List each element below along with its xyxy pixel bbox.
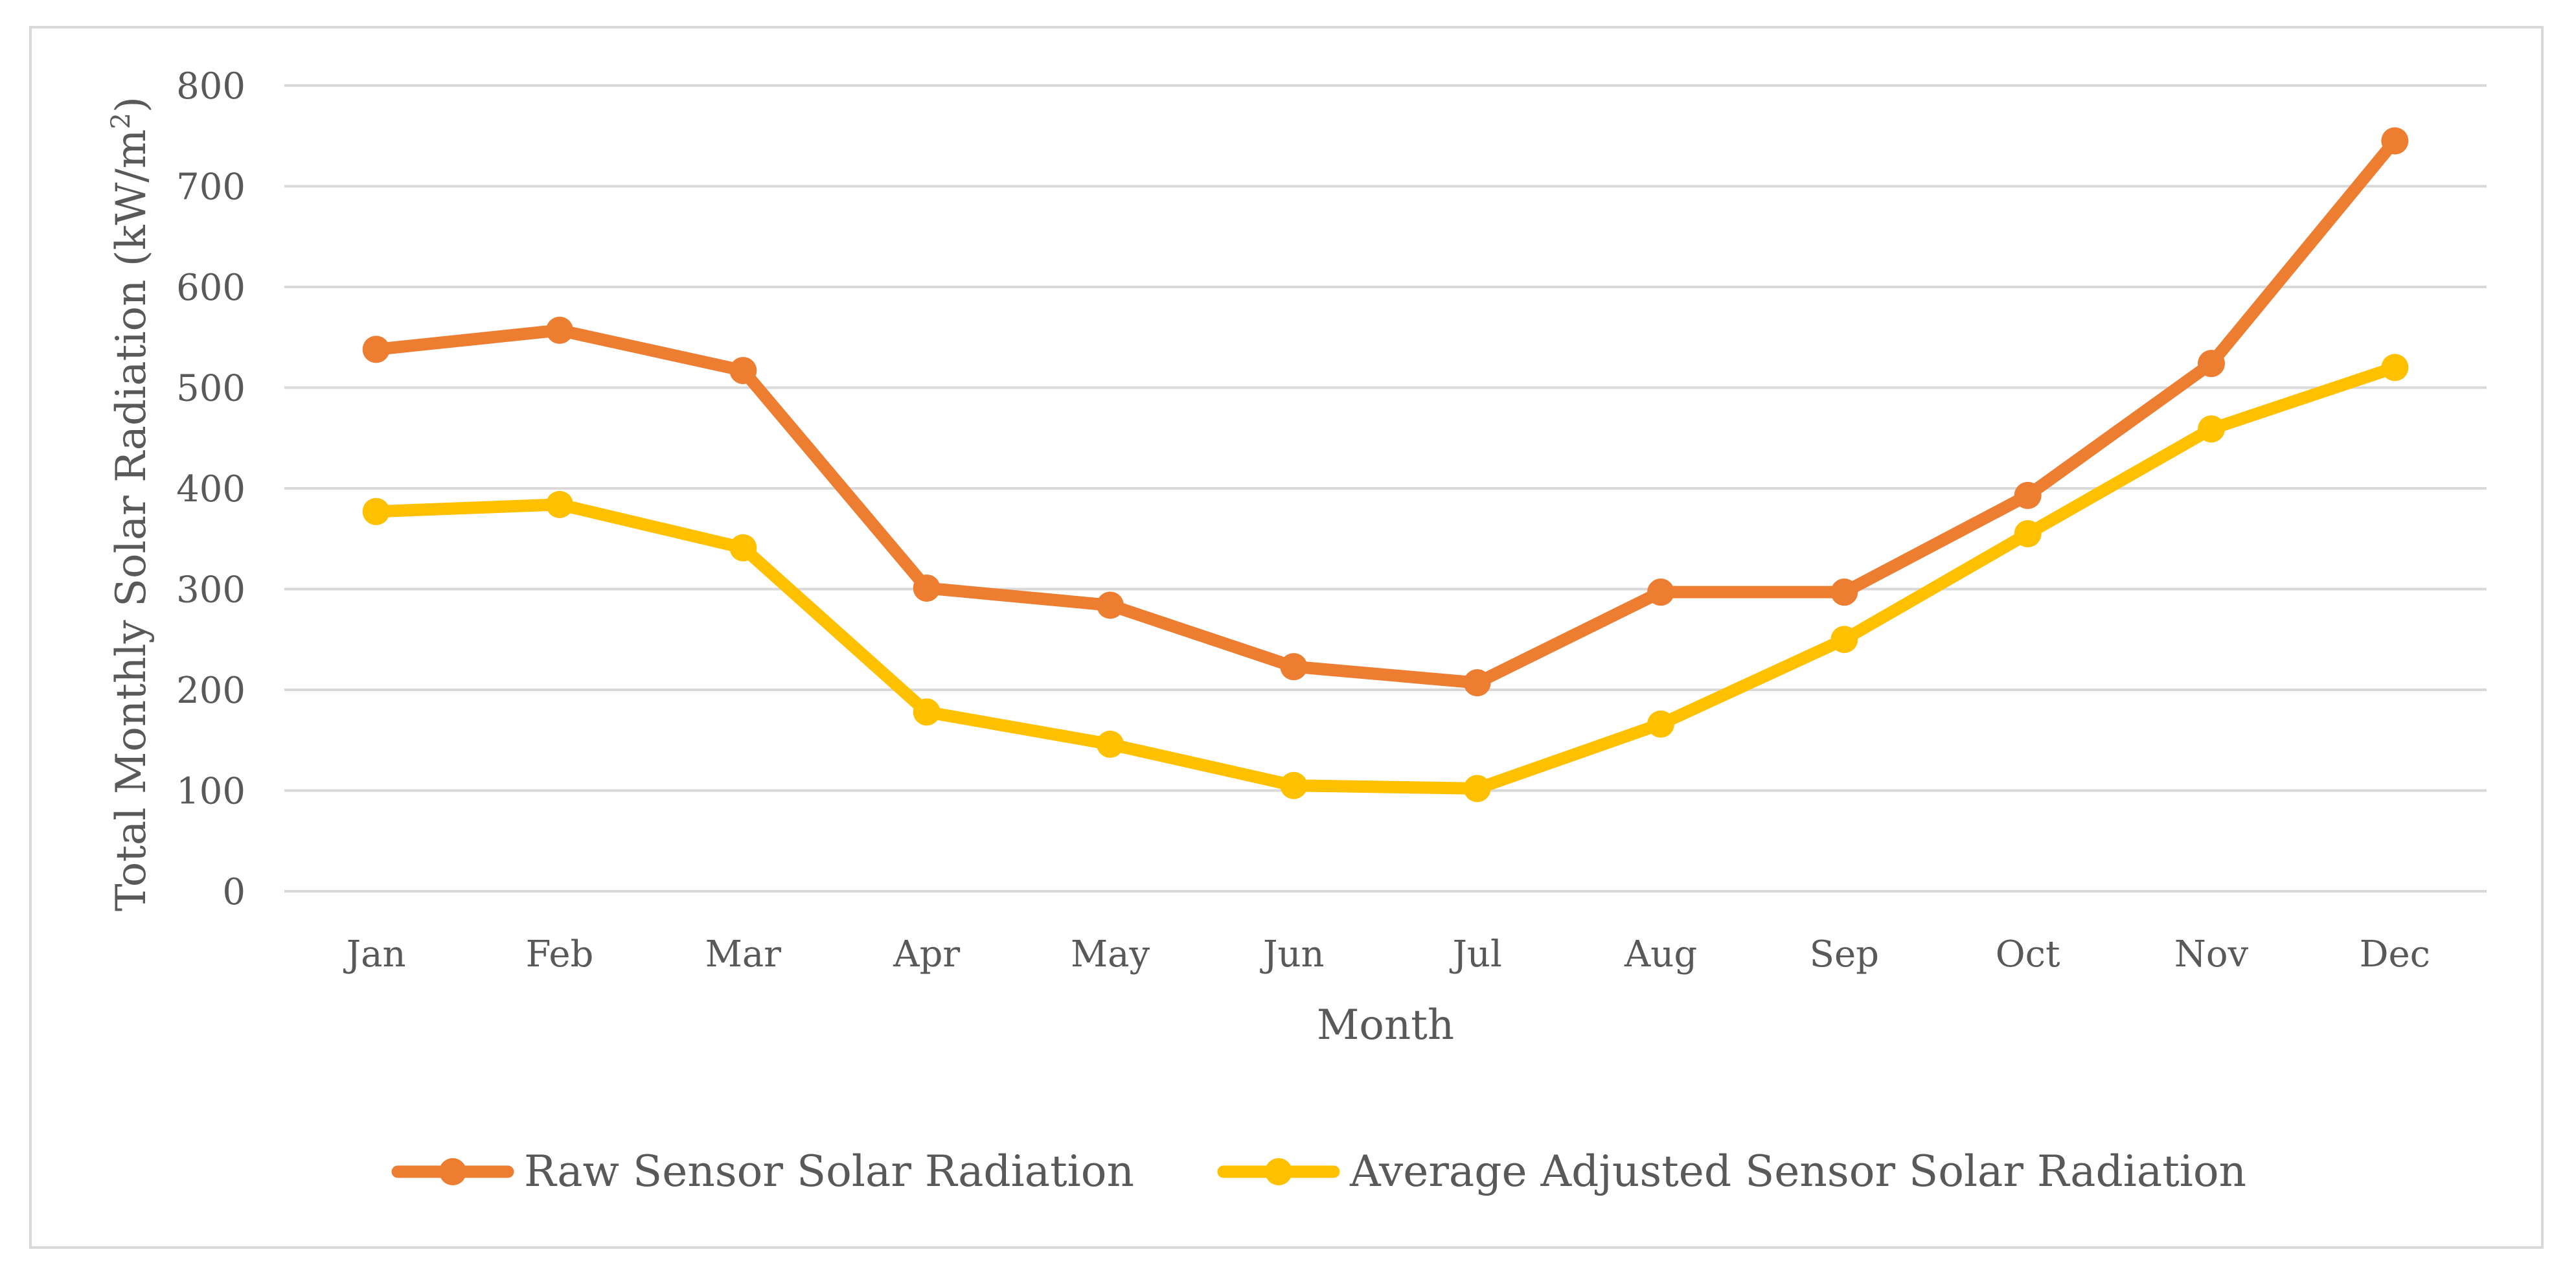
x-tick-label: Nov	[2174, 933, 2249, 975]
x-tick-label: Jan	[343, 933, 406, 975]
y-tick-label: 100	[176, 771, 245, 813]
data-point	[1280, 653, 1308, 681]
y-tick-label: 800	[176, 65, 245, 108]
x-tick-label: Jul	[1449, 933, 1501, 975]
chart-frame: 0 100 200 300 400 500 600 700 800 Jan Feb Mar Apr Ma…	[29, 26, 2544, 1249]
legend-item-1: Raw Sensor Solar Radiation	[391, 1146, 1134, 1196]
data-point	[1097, 730, 1124, 758]
data-point	[1463, 775, 1491, 803]
data-point	[913, 574, 940, 602]
x-tick-label: May	[1071, 933, 1150, 975]
series-line-2	[370, 361, 2401, 795]
x-tick-labels: Jan Feb Mar Apr May Jun Jul Aug Sep Oct Nov Dec	[343, 933, 2430, 975]
data-point	[1463, 669, 1491, 697]
x-axis-title: Month	[1317, 1001, 1454, 1049]
data-point	[2014, 519, 2042, 547]
data-point	[1097, 591, 1124, 619]
legend-label: Raw Sensor Solar Radiation	[524, 1146, 1134, 1196]
y-tick-label: 0	[222, 871, 245, 913]
data-point	[362, 336, 390, 363]
y-tick-label: 500	[176, 368, 245, 410]
line-chart: 0 100 200 300 400 500 600 700 800 Jan Feb Mar Apr Ma…	[106, 65, 2487, 1196]
y-axis-title: Total Monthly Solar Radiation (kW/m2)	[106, 97, 155, 911]
x-tick-label: Oct	[1996, 933, 2060, 975]
x-tick-label: Dec	[2360, 933, 2430, 975]
x-tick-label: Feb	[526, 933, 594, 975]
y-tick-label: 700	[176, 166, 245, 209]
x-tick-label: Apr	[893, 933, 960, 975]
x-tick-label: Aug	[1624, 933, 1697, 975]
data-point	[362, 497, 390, 525]
x-tick-label: Mar	[705, 933, 782, 975]
legend-label: Average Adjusted Sensor Solar Radiation	[1349, 1146, 2246, 1196]
data-point	[2198, 415, 2225, 443]
data-point	[546, 490, 573, 518]
data-point	[729, 534, 757, 562]
x-tick-label: Sep	[1810, 933, 1879, 975]
data-point	[1647, 578, 1674, 606]
gridlines	[284, 84, 2487, 893]
x-tick-label: Jun	[1260, 933, 1325, 975]
series-line-1	[370, 135, 2401, 689]
legend-marker	[439, 1158, 466, 1185]
y-tick-label: 600	[176, 267, 245, 309]
data-point	[2198, 350, 2225, 378]
y-tick-label: 300	[176, 569, 245, 611]
y-tick-labels: 0 100 200 300 400 500 600 700 800	[176, 65, 245, 913]
legend: Raw Sensor Solar Radiation Average Adjust…	[391, 1146, 2246, 1196]
data-point	[2014, 481, 2042, 509]
data-point	[546, 316, 573, 344]
series-lines	[362, 127, 2409, 803]
data-point	[1830, 626, 1858, 654]
data-point	[1830, 578, 1858, 606]
legend-marker	[1265, 1158, 1292, 1185]
data-point	[1647, 710, 1674, 738]
data-point	[1280, 771, 1308, 799]
data-point	[913, 698, 940, 726]
data-point	[2381, 127, 2409, 155]
legend-item-2: Average Adjusted Sensor Solar Radiation	[1217, 1146, 2246, 1196]
data-point	[729, 357, 757, 385]
y-tick-label: 400	[176, 468, 245, 510]
data-point	[2381, 354, 2409, 382]
series-1	[362, 127, 2409, 697]
series-2	[362, 354, 2409, 803]
y-tick-label: 200	[176, 670, 245, 712]
